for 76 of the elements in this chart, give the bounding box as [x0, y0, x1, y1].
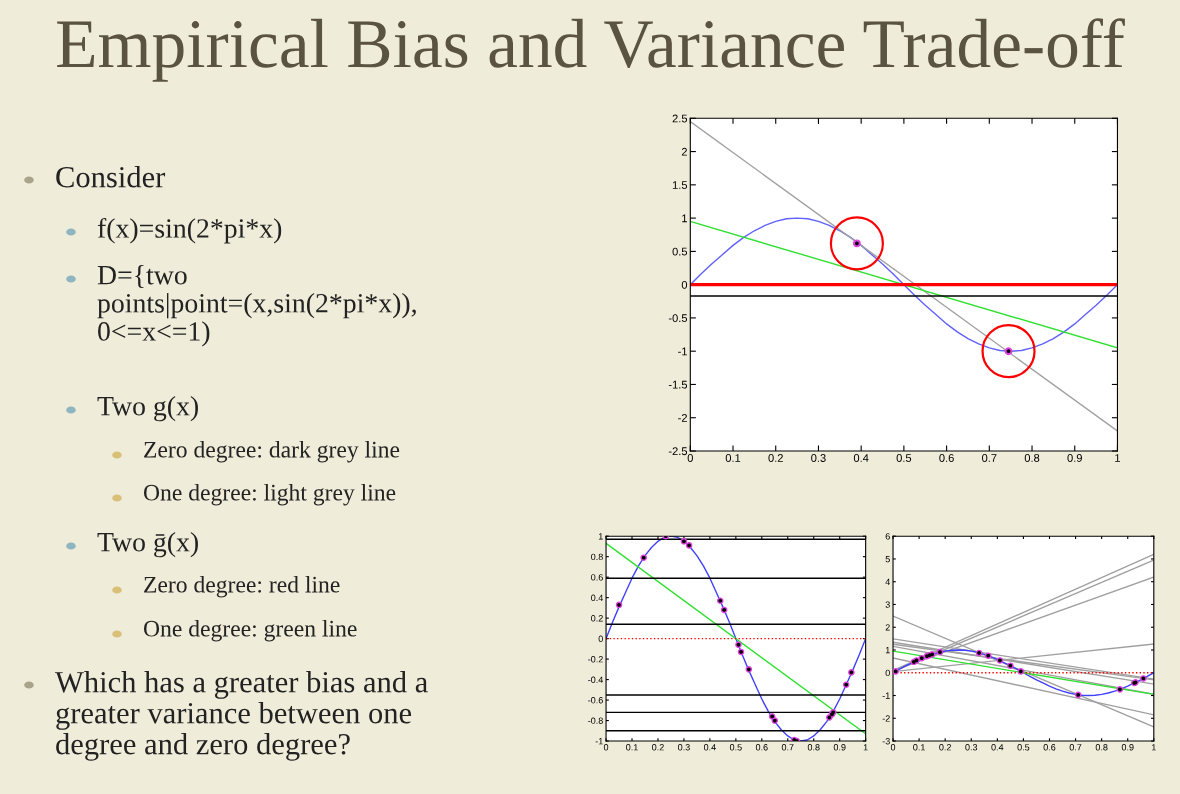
y-tick-label: 3: [885, 601, 890, 608]
y-tick-label: -0.8: [588, 717, 603, 724]
x-tick-label: 0.6: [939, 454, 954, 462]
y-tick-label: -2: [678, 413, 687, 422]
y-tick-label: -0.6: [588, 697, 603, 704]
y-tick-label: 0.2: [591, 615, 603, 622]
x-tick-label: 1: [1151, 744, 1156, 751]
x-tick-label: 0.4: [853, 454, 869, 462]
x-tick-label: 0.1: [626, 744, 638, 751]
x-tick-label: 0.4: [703, 744, 716, 751]
x-tick-label: 0.3: [678, 744, 690, 751]
y-tick-label: -0.5: [668, 314, 688, 323]
y-tick-label: -1.5: [668, 380, 688, 389]
y-tick-label: 0.8: [591, 553, 603, 561]
y-tick-label: 0: [681, 280, 688, 289]
x-tick-label: 0.9: [833, 744, 846, 751]
y-tick-label: -1: [595, 738, 603, 745]
y-tick-label: 0: [885, 669, 890, 677]
x-tick-label: 0.8: [807, 744, 820, 751]
text: f(x)=sin(2*pi*x): [97, 218, 282, 244]
x-tick-label: 0.7: [781, 744, 794, 751]
y-tick-label: 2: [885, 624, 890, 631]
y-tick-label: 1: [682, 214, 687, 223]
y-tick-label: 5: [885, 556, 890, 563]
y-tick-label: 0: [598, 635, 603, 642]
x-tick-label: 1: [1115, 454, 1121, 462]
x-tick-label: 0.8: [1024, 454, 1040, 462]
x-tick-label: 0.9: [1121, 744, 1134, 751]
y-tick-label: 1: [885, 647, 890, 654]
y-tick-label: 6: [885, 533, 890, 540]
text: One degree: green line: [143, 620, 357, 642]
x-tick-label: 0.1: [725, 454, 741, 462]
x-tick-label: 0.2: [939, 744, 951, 751]
text: Empirical Bias and Variance Trade-off: [57, 18, 1125, 82]
text: Zero degree: dark grey line: [144, 441, 400, 463]
x-tick-label: 0.7: [982, 454, 997, 462]
x-tick-label: 0.3: [811, 454, 826, 462]
text: Which has a greater bias and a greater variance between one degree and zero degree?: [55, 671, 428, 761]
y-tick-label: -0.4: [588, 676, 604, 683]
y-tick-label: 0.4: [591, 594, 604, 601]
text: One degree: light grey line: [143, 484, 396, 506]
y-tick-label: -0.2: [588, 656, 603, 663]
y-tick-label: -1: [882, 692, 890, 699]
y-tick-label: 1.5: [672, 181, 688, 189]
x-tick-label: 0.4: [991, 744, 1004, 751]
x-tick-label: 0.3: [965, 744, 978, 751]
x-tick-label: 0.2: [652, 744, 664, 751]
x-tick-label: 0.8: [1095, 744, 1108, 751]
y-tick-label: 0.5: [672, 247, 688, 256]
x-tick-label: 0.5: [1017, 744, 1030, 751]
text: Zero degree: red line: [144, 576, 340, 598]
x-tick-label: 0.9: [1067, 454, 1082, 462]
text: Two ḡ(x): [97, 532, 198, 558]
x-tick-label: 0.1: [913, 744, 925, 751]
y-tick-label: 0.6: [591, 574, 603, 581]
y-tick-label: 4: [885, 578, 890, 585]
x-tick-label: 0.5: [896, 454, 912, 462]
x-tick-label: 0.6: [755, 744, 768, 751]
x-tick-label: 0.5: [729, 744, 742, 751]
x-tick-label: 0: [603, 744, 609, 751]
y-tick-label: -1: [678, 347, 687, 356]
x-tick-label: 0.6: [1043, 744, 1056, 751]
y-tick-label: -2: [882, 715, 890, 722]
x-tick-label: 0.7: [1069, 744, 1082, 751]
text: Consider: [56, 166, 166, 188]
y-tick-label: 2.5: [672, 114, 688, 123]
x-tick-label: 0.2: [768, 454, 783, 462]
y-tick-label: 2: [681, 147, 687, 156]
y-tick-label: -3: [882, 738, 890, 745]
text: Two g(x): [97, 396, 198, 422]
x-tick-label: 0: [687, 454, 693, 462]
y-tick-label: -2.5: [668, 447, 688, 456]
x-tick-label: 0: [890, 744, 896, 751]
y-tick-label: 1: [598, 533, 603, 540]
x-tick-label: 1: [863, 744, 868, 751]
text: D={two points|point=(x,sin(2*pi*x)), 0<=x<=1): [97, 265, 416, 347]
